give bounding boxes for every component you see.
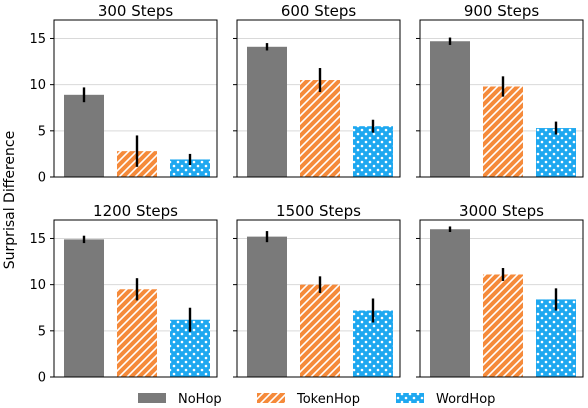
legend-item-tokenhop: TokenHop — [257, 392, 360, 407]
y-tick-label: 0 — [38, 371, 46, 386]
bar-wordhop — [536, 299, 576, 377]
panel-title: 3000 Steps — [459, 202, 544, 220]
chart-panel: 1500 Steps — [233, 202, 401, 378]
bar-tokenhop — [483, 86, 523, 177]
bar-wordhop — [536, 128, 576, 177]
bar-nohop — [430, 41, 470, 177]
bar-wordhop — [170, 159, 210, 177]
y-tick-label: 15 — [29, 232, 46, 247]
panel-frame — [419, 219, 584, 378]
panel-frame — [236, 19, 401, 178]
panel-frame — [419, 19, 584, 178]
y-tick-label: 10 — [29, 78, 46, 93]
legend-swatch — [257, 393, 285, 403]
legend-item-nohop: NoHop — [138, 392, 222, 407]
legend-label: WordHop — [436, 392, 495, 407]
panel-title: 600 Steps — [281, 2, 357, 20]
legend-swatch — [396, 393, 424, 403]
bar-tokenhop — [483, 274, 523, 377]
y-tick-label: 5 — [38, 324, 46, 339]
y-tick-label: 15 — [29, 32, 46, 47]
y-tick-label: 10 — [29, 278, 46, 293]
y-tick-label: 0 — [38, 171, 46, 186]
panels: 0 5 10 15 300 Steps 600 Steps 900 Steps 0 5 10 15 1… — [29, 2, 584, 386]
bar-wordhop — [353, 126, 393, 177]
panel-title: 1200 Steps — [93, 202, 178, 220]
legend-swatch — [138, 393, 166, 403]
panel-frame — [53, 19, 218, 178]
bar-tokenhop — [300, 284, 340, 377]
panel-frame — [53, 219, 218, 378]
bar-nohop — [430, 229, 470, 377]
bar-tokenhop — [300, 80, 340, 177]
chart-panel: 0 5 10 15 1200 Steps — [29, 202, 218, 386]
legend-label: NoHop — [178, 392, 222, 407]
chart-panel: 0 5 10 15 300 Steps — [29, 2, 218, 186]
chart-panel: 900 Steps — [416, 2, 584, 178]
panel-title: 300 Steps — [98, 2, 174, 20]
panel-title: 900 Steps — [464, 2, 540, 20]
legend-label: TokenHop — [296, 392, 360, 407]
panel-frame — [236, 219, 401, 378]
legend: NoHop TokenHop WordHop — [138, 392, 495, 407]
bar-nohop — [64, 94, 104, 177]
legend-item-wordhop: WordHop — [396, 392, 495, 407]
chart-panel: 600 Steps — [233, 2, 401, 178]
bar-nohop — [247, 46, 287, 178]
panel-title: 1500 Steps — [276, 202, 361, 220]
bar-nohop — [247, 236, 287, 377]
chart-panel: 3000 Steps — [416, 202, 584, 378]
bar-tokenhop — [117, 289, 157, 377]
y-tick-label: 5 — [38, 124, 46, 139]
y-axis-label: Surprisal Difference — [2, 131, 18, 269]
bar-nohop — [64, 239, 104, 377]
